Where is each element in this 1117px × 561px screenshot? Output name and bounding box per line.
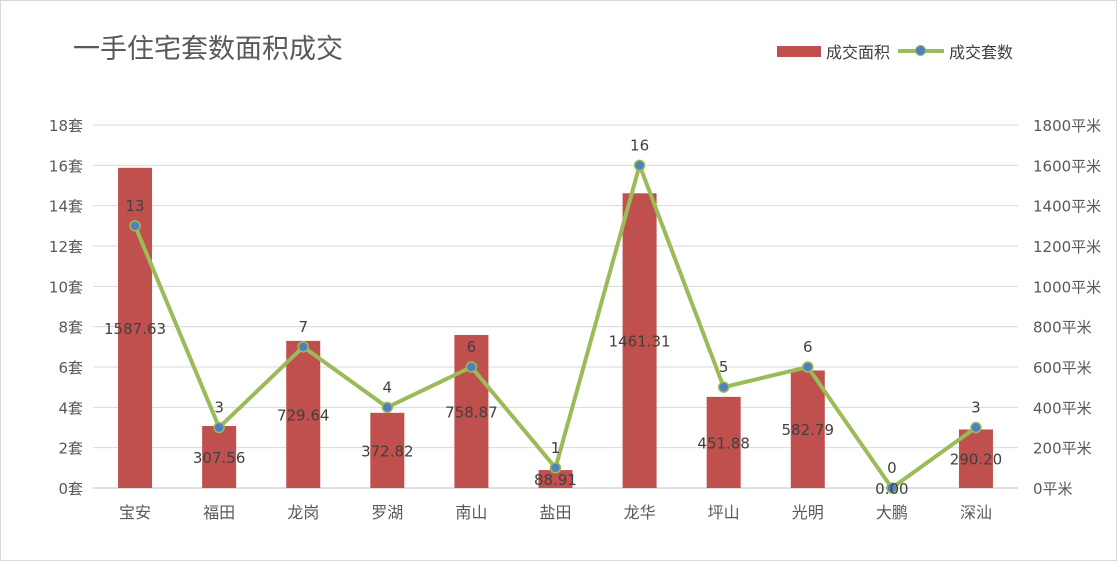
line-data-label: 13 (125, 197, 144, 215)
bar-data-label: 582.79 (782, 421, 835, 439)
bar (454, 334, 489, 488)
y-right-tick-label: 800平米 (1033, 319, 1092, 337)
y-right-tick-label: 1200平米 (1033, 238, 1101, 256)
y-left-tick-label: 2套 (58, 440, 83, 458)
line-point (549, 462, 562, 474)
x-tick-label: 龙岗 (287, 503, 319, 522)
line-point (381, 401, 394, 414)
y-left-tick-label: 6套 (58, 359, 83, 377)
y-left-tick-label: 8套 (58, 319, 83, 337)
y-right-tick-label: 1000平米 (1033, 278, 1101, 296)
bar-data-label: 88.91 (534, 471, 577, 489)
legend-label-area: 成交面积 (826, 43, 891, 62)
y-left-tick-label: 18套 (49, 117, 83, 135)
line-point (970, 421, 982, 434)
legend-label-count: 成交套数 (949, 43, 1014, 62)
legend-item-area: 成交面积 (777, 39, 890, 63)
bar-layer (118, 167, 993, 489)
x-tick-label: 福田 (203, 503, 235, 522)
bar-data-label: 290.20 (950, 451, 1003, 469)
bar (202, 425, 237, 488)
grid-layer (93, 124, 1018, 489)
x-tick-label: 宝安 (119, 503, 151, 522)
line-point (129, 220, 141, 232)
line-layer (129, 159, 982, 494)
bar-data-label: 758.87 (445, 403, 498, 421)
x-tick-label: 深汕 (960, 503, 992, 522)
line-data-label: 3 (214, 399, 224, 417)
legend-item-count: 成交套数 (898, 39, 1013, 63)
x-tick-label: 光明 (792, 503, 824, 522)
line-point (886, 482, 898, 494)
y-left-tick-label: 12套 (49, 238, 83, 256)
bar (286, 340, 321, 488)
bar (706, 396, 741, 488)
bar (790, 370, 825, 488)
line-point (465, 361, 478, 373)
legend-line-swatch (898, 44, 945, 58)
line-data-label: 3 (971, 399, 981, 417)
bar (622, 193, 657, 488)
line-data-label: 4 (383, 378, 393, 396)
bar-data-label: 307.56 (193, 449, 246, 467)
x-tick-label: 罗湖 (371, 503, 403, 522)
y-right-tick-label: 0平米 (1033, 480, 1073, 498)
line-data-label: 1 (551, 439, 561, 457)
bar-data-label: 729.64 (277, 406, 330, 424)
y-left-tick-label: 14套 (49, 198, 83, 216)
line-data-label: 5 (719, 358, 729, 376)
y-left-tick-label: 10套 (49, 278, 83, 296)
bar (538, 470, 573, 488)
x-tick-label: 大鹏 (876, 503, 908, 522)
y-left-tick-label: 0套 (58, 480, 83, 498)
y-left-tick-label: 4套 (58, 399, 83, 417)
line-point (633, 159, 646, 172)
line-data-label: 6 (467, 338, 477, 356)
y-right-tick-label: 400平米 (1033, 399, 1092, 417)
y-right-tick-label: 1600平米 (1033, 157, 1101, 175)
line-data-label: 6 (803, 338, 813, 356)
bar (958, 429, 993, 488)
y-right-tick-label: 200平米 (1033, 440, 1092, 458)
bar-data-label: 372.82 (361, 442, 414, 460)
bar-data-label: 0.00 (875, 480, 908, 498)
bar (370, 412, 405, 488)
line-point (213, 421, 225, 434)
y-right-tick-label: 1400平米 (1033, 198, 1101, 216)
line-point (802, 361, 814, 373)
chart-legend: 成交面积 成交套数 (777, 39, 1021, 63)
line-data-label: 7 (298, 318, 308, 336)
bar-data-label: 451.88 (697, 434, 750, 452)
line-point (717, 381, 730, 393)
label-layer: 1587.63307.56729.64372.82758.8788.911461… (104, 136, 1002, 498)
line-data-label: 0 (887, 459, 897, 477)
line-data-label: 16 (630, 136, 649, 154)
x-tick-label: 盐田 (539, 503, 571, 522)
y-left-tick-label: 16套 (49, 157, 83, 175)
bar-data-label: 1461.31 (609, 333, 671, 351)
y-right-tick-label: 600平米 (1033, 359, 1092, 377)
x-tick-label: 坪山 (708, 503, 740, 522)
chart-title: 一手住宅套数面积成交 (73, 34, 343, 65)
x-tick-label: 龙华 (624, 503, 656, 522)
legend-bar-swatch (777, 45, 821, 57)
line-point (297, 341, 309, 353)
bar-data-label: 1587.63 (104, 320, 166, 338)
axis-layer: 0套2套4套6套8套10套12套14套16套18套0平米200平米400平米60… (49, 117, 1101, 522)
y-right-tick-label: 1800平米 (1033, 117, 1101, 135)
x-tick-label: 南山 (455, 503, 487, 522)
